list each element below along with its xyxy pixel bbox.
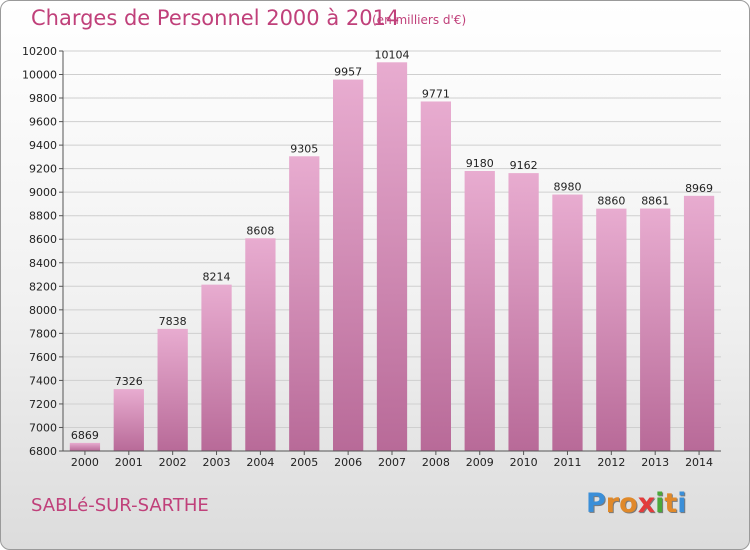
chart-subtitle: (en milliers d'€) [372, 13, 467, 27]
logo-letter: P [586, 488, 606, 519]
y-tick-label: 8800 [29, 210, 57, 223]
y-tick-label: 7000 [29, 421, 57, 434]
data-label: 9180 [466, 157, 494, 170]
data-label: 7326 [115, 375, 143, 388]
data-label: 7838 [159, 315, 187, 328]
y-tick-label: 7800 [29, 327, 57, 340]
bar-2005 [289, 156, 320, 451]
data-label: 8214 [203, 271, 231, 284]
data-label: 8608 [246, 224, 274, 237]
x-tick-label: 2009 [466, 456, 494, 469]
data-label: 9305 [290, 142, 318, 155]
y-tick-label: 8400 [29, 257, 57, 270]
bar-2002 [157, 328, 188, 451]
x-tick-label: 2010 [510, 456, 538, 469]
x-tick-label: 2014 [685, 456, 713, 469]
y-tick-label: 8000 [29, 304, 57, 317]
bar-2000 [69, 442, 101, 451]
logo-letter: o [619, 488, 638, 519]
data-label: 8860 [597, 195, 625, 208]
y-tick-label: 7200 [29, 398, 57, 411]
y-tick-label: 8200 [29, 280, 57, 293]
y-tick-label: 9400 [29, 139, 57, 152]
x-tick-label: 2002 [159, 456, 187, 469]
data-label: 9162 [510, 159, 538, 172]
bar-2008 [420, 101, 452, 452]
logo-letter: x [637, 488, 656, 519]
chart-title: Charges de Personnel 2000 à 2014 [31, 6, 400, 30]
bar-2013 [640, 208, 671, 451]
y-tick-label: 7400 [29, 374, 57, 387]
bar-2001 [113, 389, 144, 451]
data-label: 10104 [375, 48, 410, 61]
data-label: 8861 [641, 195, 669, 208]
labels: 6800 7000 7200 7400 7600 7800 8000 8200 8400 8600… [22, 45, 713, 469]
y-tick-label: 10200 [22, 45, 57, 58]
x-tick-label: 2012 [597, 456, 625, 469]
y-tick-label: 6800 [29, 445, 57, 458]
x-tick-label: 2013 [641, 456, 669, 469]
x-tick-label: 2005 [290, 456, 318, 469]
logo-letter: t [664, 488, 678, 519]
y-tick-label: 9600 [29, 116, 57, 129]
y-tick-label: 7600 [29, 351, 57, 364]
logo-letter: r [605, 488, 620, 519]
bar-2010 [508, 173, 539, 451]
bar-2014 [683, 195, 715, 451]
proxiti-logo: Proxiti [586, 488, 687, 519]
logo-letter: i [655, 488, 665, 519]
y-tick-label: 9800 [29, 92, 57, 105]
data-label: 8969 [685, 182, 713, 195]
data-label: 8980 [553, 181, 581, 194]
data-label: 9771 [422, 87, 450, 100]
bars [69, 62, 715, 452]
x-tick-label: 2004 [246, 456, 274, 469]
data-label: 9957 [334, 66, 362, 79]
x-tick-label: 2001 [115, 456, 143, 469]
x-tick-label: 2007 [378, 456, 406, 469]
y-tick-label: 10000 [22, 69, 57, 82]
bar-2011 [552, 194, 583, 451]
bar-2009 [464, 171, 495, 451]
logo-letter: i [677, 488, 687, 519]
bar-2007 [376, 62, 408, 451]
bar-2012 [596, 208, 627, 451]
y-tick-label: 9000 [29, 186, 57, 199]
bar-2004 [245, 238, 276, 451]
x-tick-label: 2008 [422, 456, 450, 469]
x-tick-label: 2000 [71, 456, 99, 469]
bar-2006 [332, 79, 364, 452]
data-label: 6869 [71, 429, 99, 442]
bar-2003 [201, 284, 232, 451]
y-tick-label: 8600 [29, 233, 57, 246]
x-tick-label: 2011 [553, 456, 581, 469]
x-tick-label: 2003 [203, 456, 231, 469]
commune-name: SABLé-SUR-SARTHE [31, 495, 209, 516]
y-tick-label: 9200 [29, 163, 57, 176]
axes [59, 50, 721, 455]
x-tick-label: 2006 [334, 456, 362, 469]
